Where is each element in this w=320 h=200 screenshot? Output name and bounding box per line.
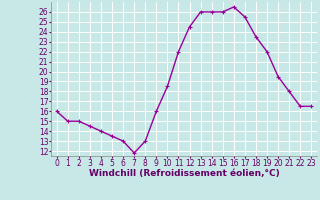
X-axis label: Windchill (Refroidissement éolien,°C): Windchill (Refroidissement éolien,°C) — [89, 169, 279, 178]
